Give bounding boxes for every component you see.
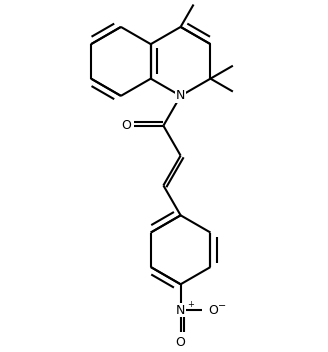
Text: O: O xyxy=(121,119,131,132)
Text: N: N xyxy=(176,89,185,102)
Text: N: N xyxy=(176,304,185,317)
Text: −: − xyxy=(217,301,226,311)
Text: O: O xyxy=(208,304,218,317)
Text: O: O xyxy=(176,336,186,349)
Text: +: + xyxy=(187,301,194,309)
